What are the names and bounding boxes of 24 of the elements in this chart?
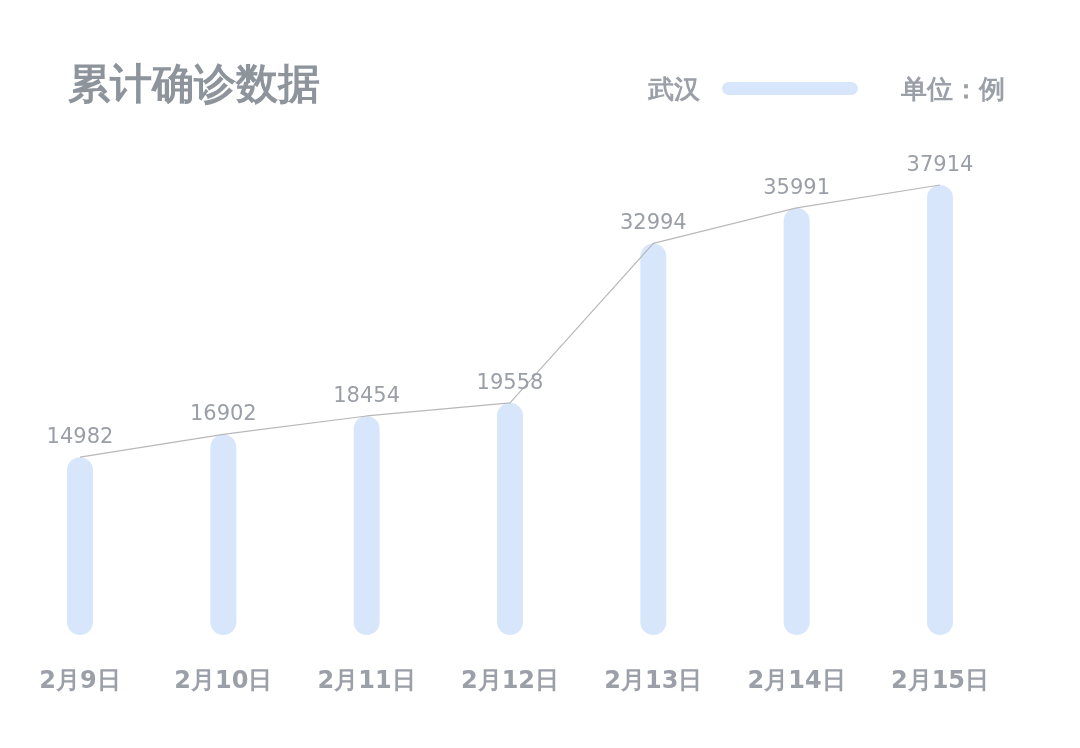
data-label: 16902: [189, 401, 257, 426]
x-tick-label: 2月14日: [747, 666, 846, 694]
chart-title: 累计确诊数据: [68, 59, 320, 108]
x-tick-label: 2月10日: [174, 666, 273, 694]
bar: [67, 457, 93, 635]
x-tick-label: 2月15日: [890, 666, 990, 694]
x-tick-label: 2月12日: [460, 666, 560, 694]
x-tick-label: 2月13日: [604, 666, 703, 694]
text: 武汉: [647, 74, 701, 104]
data-label: 14982: [46, 424, 114, 449]
x-tick-label: 2月11日: [317, 666, 416, 694]
bar: [497, 402, 523, 635]
x-tick-label: 2月9日: [39, 666, 121, 694]
data-label: 35991: [763, 174, 831, 199]
text: 单位：例: [900, 74, 1005, 104]
bar: [783, 207, 810, 635]
bar: [640, 243, 667, 635]
bar: [353, 415, 380, 635]
data-label: 32994: [619, 210, 687, 235]
data-label: 37914: [906, 152, 974, 176]
data-label: 18454: [333, 382, 401, 407]
bar: [210, 434, 237, 635]
bar: [927, 185, 953, 635]
data-label: 19558: [476, 369, 544, 394]
